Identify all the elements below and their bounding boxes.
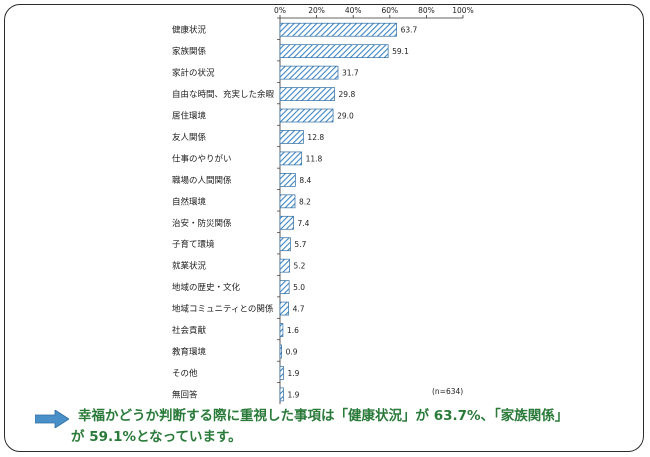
bar-value-label: 59.1 bbox=[392, 47, 409, 56]
bar bbox=[279, 215, 294, 230]
bar-value-label: 5.0 bbox=[293, 283, 305, 292]
bars: 63.7 59.1 31.7 29.8 29.0 12.8 11.8 8.4 8.2 7.4 5.7… bbox=[279, 22, 418, 402]
bar-value-label: 29.0 bbox=[337, 112, 354, 121]
bar bbox=[279, 130, 304, 144]
category-label: 無回答 bbox=[172, 389, 198, 400]
bar bbox=[279, 344, 282, 359]
category-label: 地域コミュニティとの関係 bbox=[172, 304, 274, 315]
category-label: 仕事のやりがい bbox=[172, 153, 232, 164]
bar-value-label: 0.9 bbox=[286, 347, 298, 356]
bar-value-label: 12.8 bbox=[307, 133, 324, 142]
bar bbox=[279, 237, 291, 252]
summary-text: 幸福かどうか判断する際に重視した事項は「健康状況」が 63.7%、「家族関係」 … bbox=[71, 406, 638, 448]
category-label: 自然環境 bbox=[172, 196, 207, 207]
bar bbox=[279, 258, 290, 273]
category-label: その他 bbox=[172, 368, 198, 379]
sample-size-note: (n=634) bbox=[432, 387, 463, 396]
bar-value-label: 1.9 bbox=[287, 390, 299, 399]
bar bbox=[279, 87, 335, 101]
category-label: 治安・防災関係 bbox=[172, 218, 232, 229]
category-label: 家計の状況 bbox=[172, 68, 215, 79]
bar-value-label: 1.6 bbox=[287, 326, 299, 335]
category-label: 家族関係 bbox=[172, 46, 207, 57]
bar-value-label: 8.2 bbox=[299, 197, 311, 206]
bar bbox=[279, 323, 284, 337]
bar bbox=[279, 301, 289, 316]
bar bbox=[279, 366, 284, 380]
category-labels: 健康状況家族関係家計の状況自由な時間、充実した余暇居住環境友人関係仕事のやりがい… bbox=[172, 25, 275, 401]
bar bbox=[279, 44, 389, 59]
category-label: 職場の人間関係 bbox=[172, 175, 232, 186]
x-tick-label: 100% bbox=[452, 6, 473, 15]
bar-value-label: 8.4 bbox=[299, 176, 311, 185]
x-tick-label: 20% bbox=[308, 6, 325, 15]
category-label: 就業状況 bbox=[172, 261, 207, 272]
bar-value-label: 29.8 bbox=[339, 90, 356, 99]
bar bbox=[279, 65, 339, 80]
category-label: 友人関係 bbox=[172, 132, 207, 143]
bar-value-label: 7.4 bbox=[298, 219, 310, 228]
x-tick-label: 60% bbox=[381, 6, 398, 15]
bar-value-label: 4.7 bbox=[293, 305, 305, 314]
arrow-right-icon bbox=[35, 410, 69, 428]
bar-value-label: 5.2 bbox=[294, 262, 306, 271]
category-label: 子育て環境 bbox=[172, 239, 215, 250]
x-axis: 0% 20% 40% 60% 80% 100% bbox=[274, 6, 474, 405]
category-label: 社会貢献 bbox=[172, 325, 207, 336]
bar-value-label: 31.7 bbox=[342, 69, 359, 78]
bar bbox=[279, 108, 334, 123]
category-label: 健康状況 bbox=[172, 25, 207, 36]
bar bbox=[279, 22, 397, 37]
category-label: 自由な時間、充実した余暇 bbox=[172, 89, 275, 100]
x-tick-label: 0% bbox=[274, 6, 286, 15]
category-label: 地域の歴史・文化 bbox=[172, 282, 241, 293]
x-tick-label: 80% bbox=[418, 6, 435, 15]
bar-value-label: 5.7 bbox=[294, 240, 306, 249]
summary-line-2: が 59.1%となっています。 bbox=[71, 429, 242, 445]
category-label: 居住環境 bbox=[172, 111, 207, 122]
x-tick-label: 40% bbox=[345, 6, 362, 15]
summary-line-1: 幸福かどうか判断する際に重視した事項は「健康状況」が 63.7%、「家族関係」 bbox=[78, 408, 569, 424]
bar bbox=[279, 387, 284, 402]
bar bbox=[279, 194, 296, 209]
category-label: 教育環境 bbox=[172, 346, 207, 357]
bar bbox=[279, 173, 296, 187]
bar-value-label: 11.8 bbox=[306, 154, 323, 163]
bar-value-label: 1.9 bbox=[287, 369, 299, 378]
bar bbox=[279, 280, 290, 294]
bar bbox=[279, 151, 302, 166]
bar-value-label: 63.7 bbox=[401, 26, 418, 35]
